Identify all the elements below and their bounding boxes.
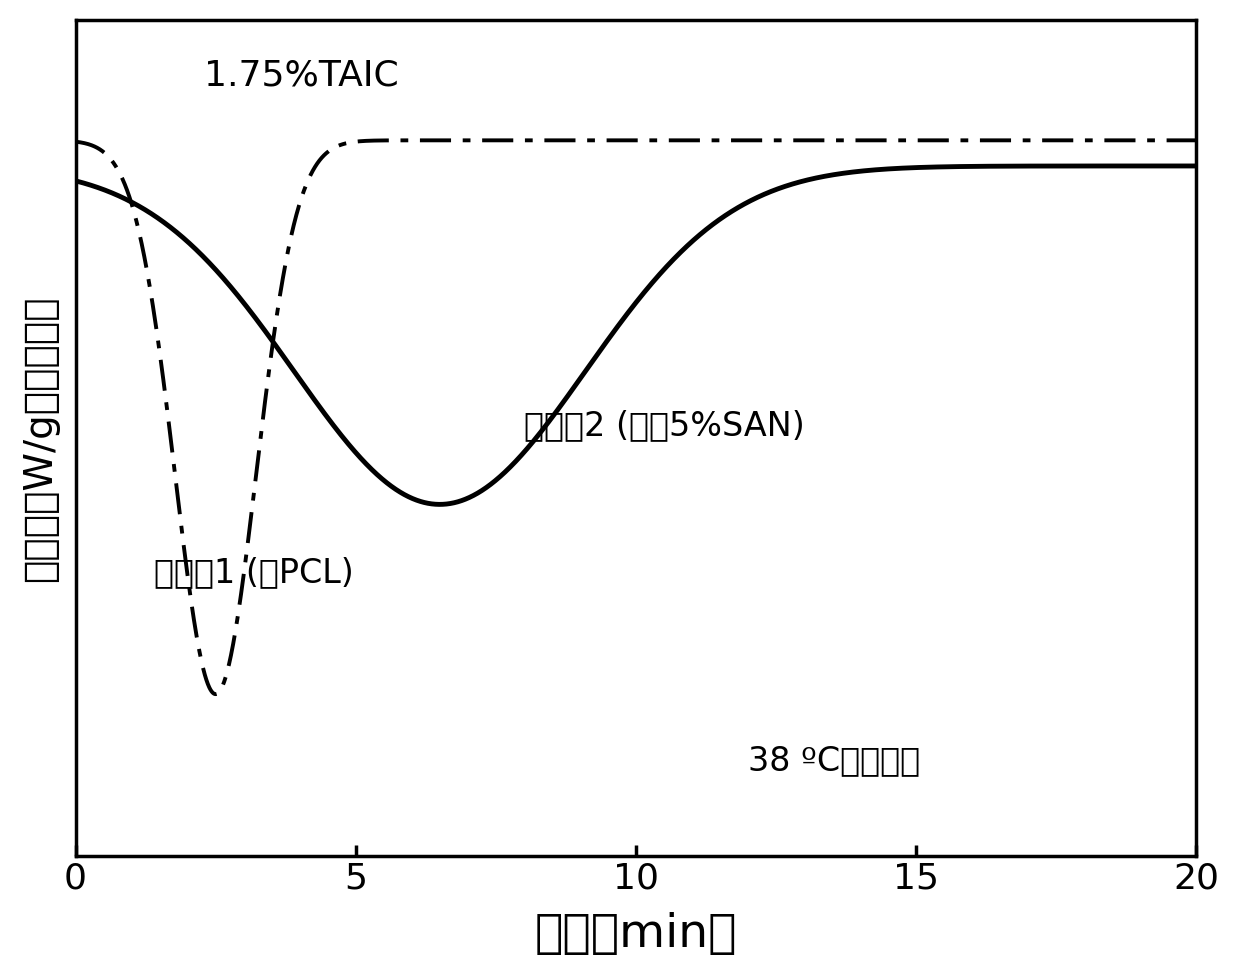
Text: 1.75%TAIC: 1.75%TAIC (205, 59, 399, 93)
Y-axis label: 热流量（W/g）放热向下: 热流量（W/g）放热向下 (21, 295, 58, 581)
Text: 实施例1 (绯PCL): 实施例1 (绯PCL) (154, 555, 353, 588)
X-axis label: 时间（min）: 时间（min） (534, 912, 737, 956)
Text: 实施例2 (添加5%SAN): 实施例2 (添加5%SAN) (523, 409, 805, 442)
Text: 38 ºC等温结晶: 38 ºC等温结晶 (748, 743, 920, 777)
